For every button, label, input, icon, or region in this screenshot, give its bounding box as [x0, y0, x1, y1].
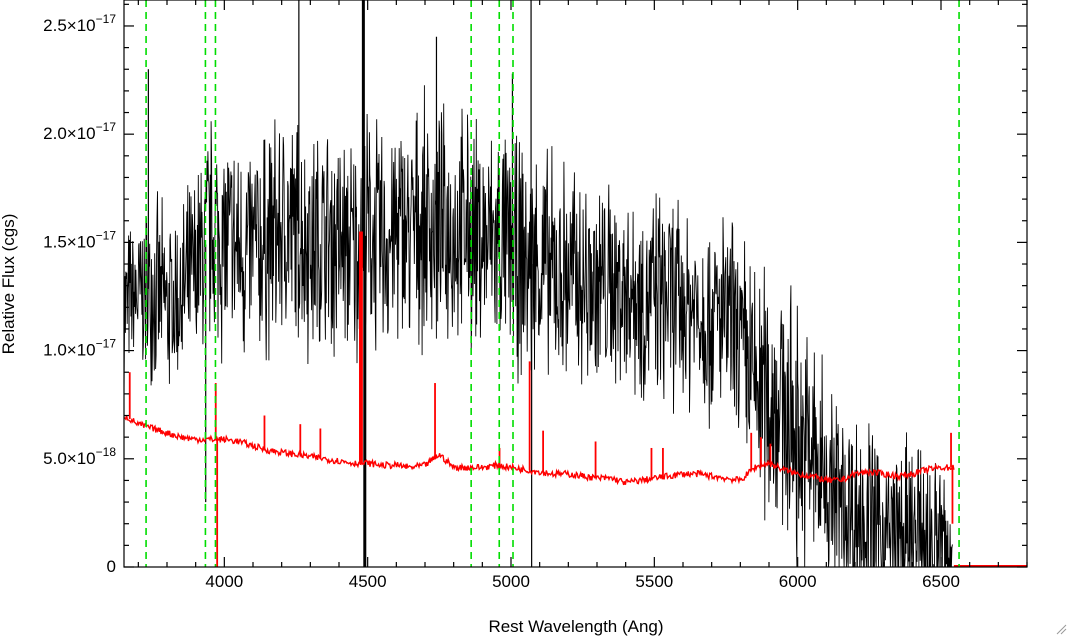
y-tick-label: 1.5×10−17	[43, 228, 116, 251]
resize-grip-icon[interactable]	[1055, 623, 1067, 635]
model-spectrum-line	[124, 414, 955, 486]
axes	[123, 0, 1028, 568]
y-tick-label: 2.5×10−17	[43, 12, 116, 35]
x-tick-label: 5000	[492, 572, 530, 591]
x-tick-label: 4000	[205, 572, 243, 591]
y-tick-label: 0	[107, 557, 116, 576]
observed-spectrum-line	[124, 85, 953, 567]
tick-labels: 4000 4500 5000 5500 6000 6500 0 5.0×10−18 1.0×10…	[43, 12, 960, 591]
y-tick-label: 5.0×10−18	[43, 445, 116, 468]
y-tick-label: 2.0×10−17	[43, 120, 116, 143]
x-tick-label: 4500	[349, 572, 387, 591]
y-axis-label: Relative Flux (cgs)	[0, 214, 18, 355]
emission-line-markers	[145, 0, 960, 567]
y-tick-label: 1.0×10−17	[43, 337, 116, 360]
plot-frame	[123, 0, 1028, 568]
plot-area	[124, 0, 1027, 567]
x-tick-label: 5500	[635, 572, 673, 591]
x-axis-label: Rest Wavelength (Ang)	[488, 617, 663, 636]
x-tick-label: 6000	[779, 572, 817, 591]
x-tick-label: 6500	[922, 572, 960, 591]
